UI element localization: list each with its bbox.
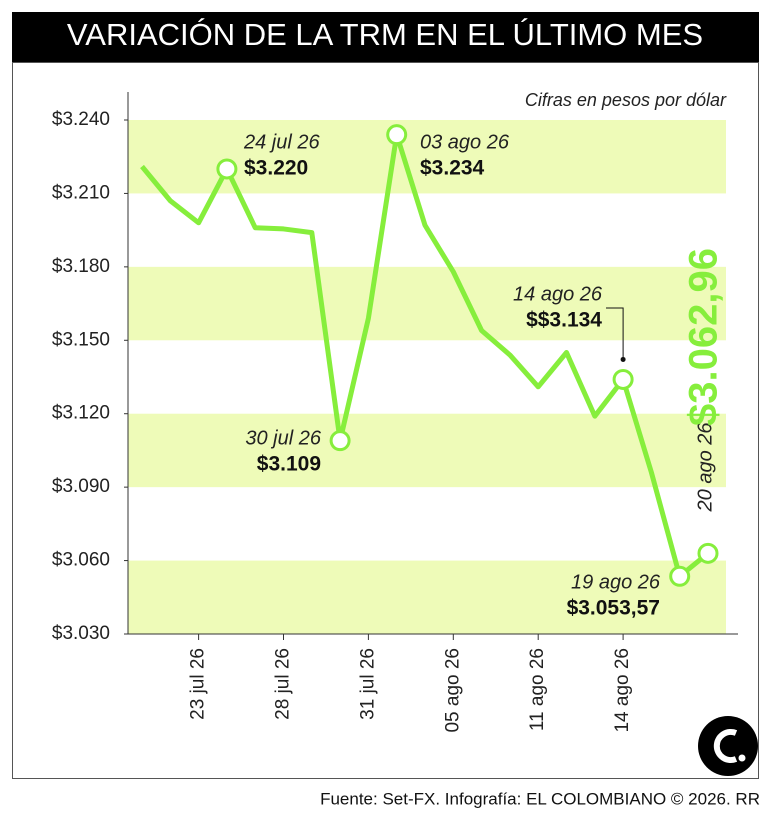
- y-tick-label: $3.150: [52, 329, 110, 350]
- title-bar: [12, 12, 759, 62]
- y-tick-label: $3.060: [52, 550, 110, 571]
- line: [140, 132, 710, 579]
- band: [128, 560, 726, 634]
- point-value: $3.109: [257, 453, 321, 476]
- y-tick-label: $3.120: [52, 403, 110, 424]
- logo-c: [713, 729, 738, 763]
- point-marker: [386, 124, 408, 146]
- x-tick-label: 05 ago 26: [442, 648, 463, 733]
- point-marker: [612, 368, 634, 390]
- logo-dot: [738, 754, 746, 762]
- band: [128, 120, 726, 194]
- subtitle: Cifras en pesos por dólar: [525, 90, 727, 110]
- x-tick-label: 23 jul 26: [188, 648, 209, 720]
- source: Fuente: Set-FX. Infografía: EL COLOMBIAN…: [320, 789, 760, 808]
- chart-title: VARIACIÓN DE LA TRM EN EL ÚLTIMO MES: [67, 17, 703, 52]
- point-value: $3.062,96: [682, 248, 726, 426]
- x-tick-label: 28 jul 26: [273, 648, 294, 720]
- x-tick-label: 14 ago 26: [612, 648, 633, 733]
- logo-circle: [698, 716, 758, 776]
- frame: [12, 62, 759, 779]
- y-tick-label: $3.090: [52, 476, 110, 497]
- point-value: $3.053,57: [567, 597, 660, 620]
- point-marker: [669, 565, 691, 587]
- point-value: $$3.134: [526, 309, 602, 332]
- point-date: 24 jul 26: [243, 131, 320, 153]
- point-date: 19 ago 26: [571, 571, 661, 593]
- point-date: 30 jul 26: [245, 427, 321, 449]
- x-tick-label: 31 jul 26: [357, 648, 378, 720]
- logo: [698, 716, 758, 776]
- y-tick-label: $3.240: [52, 109, 110, 130]
- band: [128, 413, 726, 488]
- point-marker: [697, 542, 719, 564]
- point-date: 03 ago 26: [420, 131, 510, 153]
- y-tick-label: $3.210: [52, 182, 110, 203]
- point-value: $3.234: [420, 157, 485, 180]
- point-marker: [329, 430, 351, 452]
- leader-dot: [620, 356, 626, 362]
- y-tick-label: $3.180: [52, 256, 110, 277]
- point-value: $3.220: [244, 157, 308, 180]
- point-marker: [216, 158, 238, 180]
- leader: [606, 307, 624, 360]
- band: [128, 266, 726, 341]
- point-date: 14 ago 26: [513, 283, 603, 305]
- y-tick-label: $3.030: [52, 623, 110, 644]
- bands: [128, 120, 726, 634]
- point-date: 20 ago 26: [694, 422, 716, 513]
- x-tick-label: 11 ago 26: [527, 648, 548, 731]
